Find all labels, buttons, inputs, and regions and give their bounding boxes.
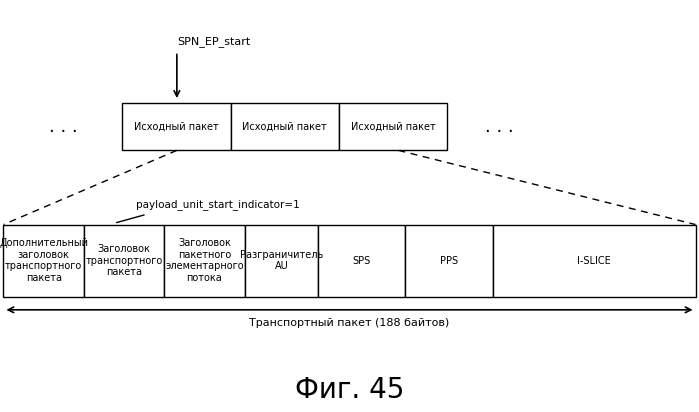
FancyBboxPatch shape — [339, 103, 447, 150]
Text: I-SLICE: I-SLICE — [577, 255, 611, 266]
Text: Фиг. 45: Фиг. 45 — [295, 376, 404, 404]
FancyBboxPatch shape — [122, 103, 231, 150]
Text: Дополнительный
заголовок
транспортного
пакета: Дополнительный заголовок транспортного п… — [0, 238, 88, 283]
FancyBboxPatch shape — [231, 103, 339, 150]
Text: Заголовок
транспортного
пакета: Заголовок транспортного пакета — [85, 244, 163, 277]
Text: SPN_EP_start: SPN_EP_start — [177, 37, 250, 47]
FancyBboxPatch shape — [318, 225, 405, 297]
Text: . . .: . . . — [485, 118, 514, 136]
Text: Заголовок
пакетного
элементарного
потока: Заголовок пакетного элементарного потока — [165, 238, 244, 283]
Text: . . .: . . . — [48, 118, 78, 136]
FancyBboxPatch shape — [84, 225, 164, 297]
Text: Исходный пакет: Исходный пакет — [351, 122, 435, 132]
Text: payload_unit_start_indicator=1: payload_unit_start_indicator=1 — [136, 199, 300, 210]
Text: Транспортный пакет (188 байтов): Транспортный пакет (188 байтов) — [250, 318, 449, 328]
FancyBboxPatch shape — [164, 225, 245, 297]
FancyBboxPatch shape — [405, 225, 493, 297]
Text: Исходный пакет: Исходный пакет — [134, 122, 219, 132]
FancyBboxPatch shape — [493, 225, 696, 297]
Text: PPS: PPS — [440, 255, 458, 266]
Text: SPS: SPS — [352, 255, 371, 266]
FancyBboxPatch shape — [3, 225, 84, 297]
Text: Исходный пакет: Исходный пакет — [243, 122, 327, 132]
FancyBboxPatch shape — [245, 225, 318, 297]
Text: Разграничитель
AU: Разграничитель AU — [240, 250, 323, 272]
